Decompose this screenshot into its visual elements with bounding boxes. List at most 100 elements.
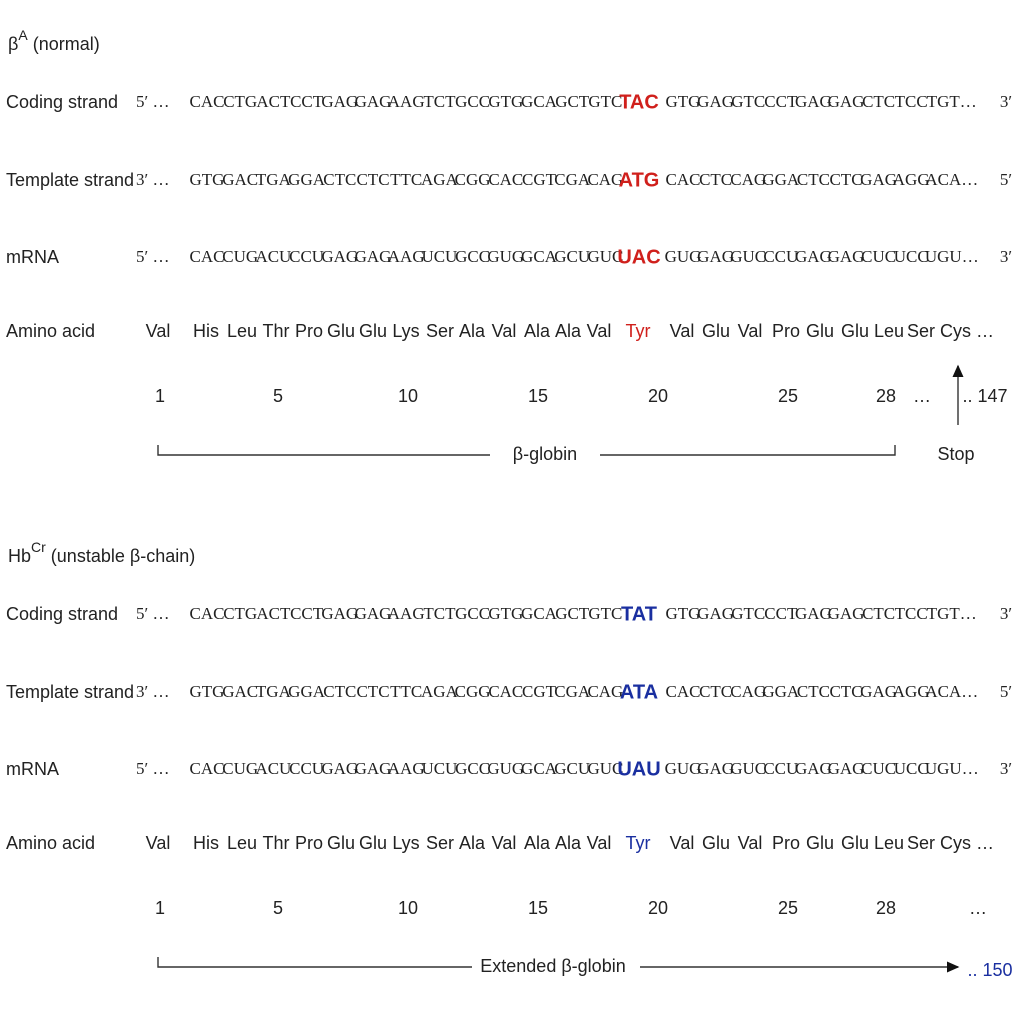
highlight-codon: ATA: [620, 681, 658, 703]
amino-acid: Thr: [263, 833, 290, 853]
amino-acid: Val: [146, 833, 171, 853]
codon: GAG: [697, 604, 734, 623]
codon: CGA: [554, 170, 591, 189]
position-number: 15: [528, 898, 548, 918]
codon: CTC: [829, 682, 862, 701]
codon: TCT: [423, 92, 456, 111]
position-number: 28: [876, 386, 896, 406]
amino-acid: Leu: [874, 321, 904, 341]
highlight-codon: TAT: [621, 603, 657, 625]
amino-acid: Glu: [806, 321, 834, 341]
codon: CUG: [222, 247, 258, 266]
codon: CUC: [861, 759, 896, 778]
position-number: 10: [398, 386, 418, 406]
codon: CCU: [289, 247, 324, 266]
codon: AGA: [421, 682, 459, 701]
codon: GTG: [666, 604, 701, 623]
amino-acid: Val: [587, 833, 612, 853]
codon: CTC: [797, 170, 830, 189]
codon: CAC: [190, 604, 225, 623]
amino-acid: Val: [738, 321, 763, 341]
amino-acid: Val: [670, 833, 695, 853]
codon: UCC: [894, 759, 929, 778]
codon: GAG: [828, 604, 865, 623]
codon: GUC: [587, 247, 623, 266]
amino-acid: Lys: [392, 833, 419, 853]
position-number: 10: [398, 898, 418, 918]
codon: AAG: [388, 604, 425, 623]
strand-start: 3′ …: [136, 170, 169, 189]
codon: GAG: [795, 759, 832, 778]
codon: GAG: [355, 247, 392, 266]
codon: GCU: [554, 247, 590, 266]
strand-start: 5′ …: [136, 92, 169, 111]
bracket-left: [157, 957, 472, 968]
codon: GAG: [828, 92, 865, 111]
codon: CTC: [862, 92, 895, 111]
amino-acid: Val: [670, 321, 695, 341]
amino-acid: Ser: [426, 833, 454, 853]
bracket-label: Extended β-globin: [480, 956, 625, 976]
codon: CTG: [223, 604, 257, 623]
codon: CAC: [190, 247, 225, 266]
codon: GCT: [555, 92, 590, 111]
strand-end: 3′: [1000, 92, 1012, 111]
codon: GUG: [665, 759, 702, 778]
codon: TCC: [895, 92, 928, 111]
amino-acid: Leu: [227, 321, 257, 341]
codon: GGA: [762, 682, 800, 701]
strand-end: 5′: [1000, 170, 1012, 189]
codon: ACT: [256, 604, 291, 623]
codon: ACU: [255, 247, 291, 266]
highlight-codon: ATG: [619, 169, 660, 191]
codon: GCA: [521, 247, 558, 266]
row-label: Template strand: [6, 170, 134, 190]
codon: ACT: [256, 92, 291, 111]
title-superscript: A: [18, 27, 28, 43]
codon: CTC: [323, 682, 356, 701]
amino-acid: Ala: [524, 321, 551, 341]
position-number: 15: [528, 386, 548, 406]
codon: AAG: [388, 92, 425, 111]
codon: GAG: [795, 247, 832, 266]
codon: CAG: [730, 170, 766, 189]
amino-acid: Glu: [806, 833, 834, 853]
amino-acid: Pro: [772, 833, 800, 853]
codon: CCU: [763, 759, 798, 778]
amino-acid: Ser: [907, 321, 935, 341]
amino-acid: Ser: [426, 321, 454, 341]
codon: CTC: [323, 170, 356, 189]
amino-acid: Ala: [555, 833, 582, 853]
amino-acid: Ala: [459, 321, 486, 341]
amino-acid: Val: [146, 321, 171, 341]
codon: GUG: [487, 759, 524, 778]
codon: CAG: [730, 682, 766, 701]
codon: GAG: [321, 247, 358, 266]
codon: UCC: [894, 247, 929, 266]
codon: TGT…: [927, 92, 977, 111]
codon: UCU: [421, 247, 457, 266]
amino-acid: Val: [587, 321, 612, 341]
codon: GCC: [455, 92, 490, 111]
codon: TTC: [390, 682, 422, 701]
codon: TGA: [256, 170, 292, 189]
bracket-label: β-globin: [513, 444, 577, 464]
highlight-amino-acid: Tyr: [626, 321, 651, 341]
highlight-codon: TAC: [619, 91, 659, 113]
highlight-codon: UAU: [617, 758, 660, 780]
amino-acid: Val: [738, 833, 763, 853]
amino-acid: Cys …: [940, 321, 994, 341]
position-number: 28: [876, 898, 896, 918]
codon: AGA: [421, 170, 459, 189]
amino-acid: His: [193, 833, 219, 853]
codon: CTC: [356, 170, 389, 189]
highlight-amino-acid: Tyr: [626, 833, 651, 853]
strand-end: 3′: [1000, 604, 1012, 623]
codon: CAG: [587, 170, 623, 189]
codon: UGU…: [925, 247, 979, 266]
amino-acid: Val: [492, 833, 517, 853]
codon: GAC: [222, 682, 258, 701]
codon: GAG: [795, 604, 832, 623]
position-number: 25: [778, 898, 798, 918]
section-title: HbCr (unstable β-chain): [8, 539, 195, 566]
